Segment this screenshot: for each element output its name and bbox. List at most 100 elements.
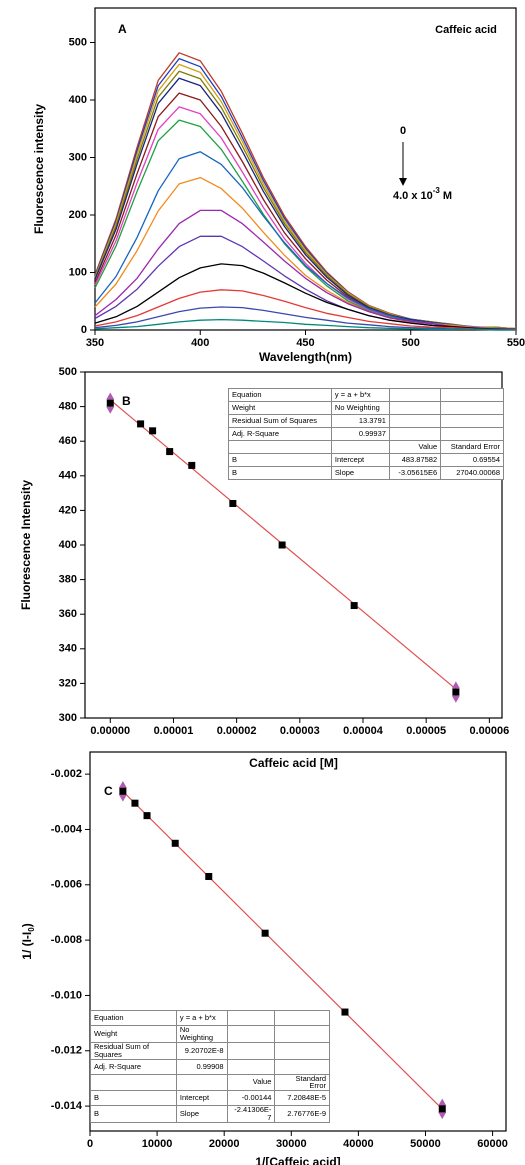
y-axis-label-suffix: ) — [20, 923, 34, 927]
table-row: B Intercept 483.87582 0.69554 — [228, 453, 504, 467]
table-cell: Adj. R-Square — [228, 427, 332, 441]
x-tick-label: 20000 — [209, 1138, 240, 1150]
y-tick-label: 360 — [59, 608, 77, 620]
y-tick-label: 380 — [59, 574, 77, 586]
table-cell: 2.76776E-9 — [274, 1105, 330, 1123]
plot-frame — [89, 751, 507, 1132]
error-cap — [106, 392, 115, 414]
x-tick-label: 0.00001 — [154, 725, 194, 737]
table-cell — [228, 440, 332, 454]
y-tick-label: 340 — [59, 643, 77, 655]
y-tick-label: 460 — [59, 435, 77, 447]
table-cell: B — [228, 466, 332, 480]
table-row: Weight No Weighting — [90, 1025, 330, 1043]
x-tick-label: 450 — [296, 337, 314, 349]
table-cell — [388, 414, 442, 428]
table-cell — [388, 427, 442, 441]
x-tick-label: 10000 — [142, 1138, 173, 1150]
error-cap — [438, 1098, 447, 1120]
spectrum-line — [94, 70, 517, 330]
table-cell — [388, 401, 442, 415]
y-tick-label: 440 — [59, 470, 77, 482]
table-cell: 27040.00068 — [440, 466, 504, 480]
table-row: B Slope -2.41306E-7 2.76776E-9 — [90, 1105, 330, 1123]
x-tick-label: 350 — [86, 337, 104, 349]
data-point — [341, 1008, 349, 1016]
table-cell: Slope — [330, 466, 390, 480]
table-cell — [274, 1010, 330, 1026]
x-tick-label: 0 — [87, 1138, 93, 1150]
table-cell — [226, 1010, 276, 1026]
y-tick-label: 420 — [59, 504, 77, 516]
x-tick-label: 0.00002 — [217, 725, 257, 737]
data-point — [278, 541, 286, 549]
spectrum-line — [94, 209, 516, 330]
x-axis-label: Caffeic acid [M] — [249, 756, 338, 770]
table-cell: Standard Error — [274, 1073, 330, 1092]
y-tick-label: 100 — [69, 266, 87, 278]
table-cell: Intercept — [330, 453, 390, 467]
table-cell: B — [228, 453, 332, 467]
table-cell — [440, 427, 504, 441]
table-row: Weight No Weighting — [228, 401, 504, 415]
y-tick-label: 500 — [69, 36, 87, 48]
y-tick-label: -0.010 — [51, 989, 82, 1001]
table-cell: Residual Sum of Squares — [228, 414, 332, 428]
data-point — [119, 787, 127, 795]
y-tick-label: -0.004 — [51, 823, 83, 835]
arrow-head — [399, 178, 407, 186]
table-cell: y = a + b*x — [330, 388, 390, 402]
table-cell: Adj. R-Square — [90, 1058, 177, 1075]
table-row: Value Standard Error — [90, 1073, 330, 1092]
y-axis-label-sub: 0 — [27, 927, 36, 932]
fit-table: Equation y = a + b*x Weight No Weighting Res… — [90, 1010, 330, 1123]
y-tick-label: 400 — [69, 94, 87, 106]
table-row: Residual Sum of Squares 9.20702E-8 — [90, 1041, 330, 1060]
table-cell: y = a + b*x — [175, 1010, 228, 1026]
table-cell: 13.3791 — [330, 414, 390, 428]
y-tick-label: -0.014 — [51, 1100, 83, 1112]
arrow-end-label: 4.0 x 10-3 M — [393, 186, 452, 202]
y-axis-label-text: 1/ (I-I — [20, 932, 34, 960]
compound-label: Caffeic acid — [435, 24, 497, 36]
y-tick-label: 300 — [59, 712, 77, 724]
table-cell: Weight — [90, 1025, 177, 1043]
spectrum-line — [94, 263, 517, 331]
data-point — [131, 799, 139, 807]
fit-table: Equation y = a + b*x Weight No Weighting Res… — [228, 388, 504, 480]
table-cell: Weight — [228, 401, 332, 415]
x-tick-label: 0.00004 — [343, 725, 384, 737]
data-point — [438, 1105, 446, 1113]
arrow-start-label: 0 — [400, 125, 406, 137]
x-tick-label: 0.00000 — [90, 725, 130, 737]
data-point — [149, 427, 157, 435]
y-tick-label: 320 — [59, 677, 77, 689]
x-axis-label: 1/[Caffeic acid] — [255, 1155, 340, 1165]
data-point — [205, 872, 213, 880]
panel-label: A — [118, 22, 127, 36]
data-point — [166, 448, 174, 456]
table-row: Equation y = a + b*x — [90, 1010, 330, 1026]
table-cell: 0.99908 — [175, 1058, 228, 1075]
x-tick-label: 0.00003 — [280, 725, 320, 737]
y-tick-label: 400 — [59, 539, 77, 551]
spectrum-line — [94, 151, 516, 329]
arrow-end-label-suffix: M — [443, 190, 452, 202]
x-tick-label: 50000 — [410, 1138, 441, 1150]
y-tick-label: 0 — [81, 324, 87, 336]
x-tick-label: 500 — [402, 337, 420, 349]
table-cell: -2.41306E-7 — [226, 1105, 276, 1123]
x-tick-label: 0.00005 — [406, 725, 446, 737]
spectrum-line — [94, 176, 516, 329]
data-point — [188, 461, 196, 469]
table-cell — [226, 1058, 276, 1075]
y-axis-label: Fluorescence intensity — [32, 104, 46, 234]
table-cell — [274, 1025, 330, 1043]
arrow-end-label-sup: -3 — [433, 186, 441, 195]
y-tick-label: -0.012 — [51, 1045, 82, 1057]
table-row: Equation y = a + b*x — [228, 388, 504, 402]
panel-label: B — [122, 394, 131, 408]
x-tick-label: 400 — [191, 337, 209, 349]
x-tick-label: 60000 — [477, 1138, 508, 1150]
